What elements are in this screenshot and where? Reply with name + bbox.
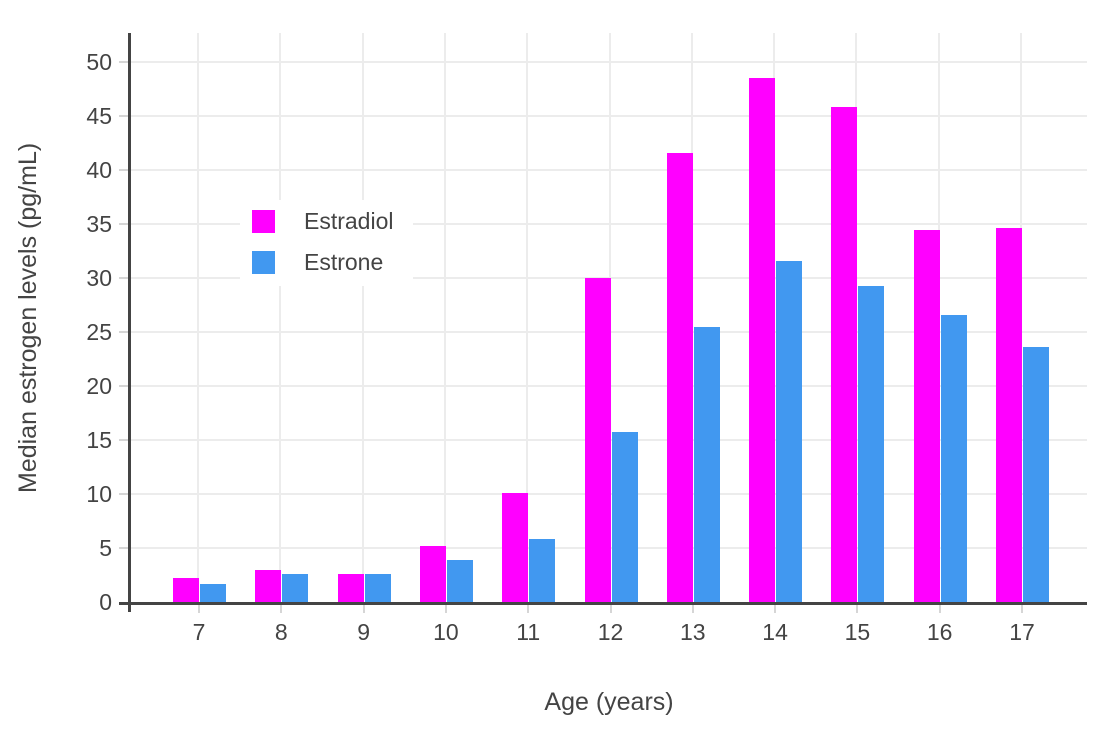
- bar-estrone-11: [529, 539, 556, 602]
- bar-estrone-17: [1023, 347, 1049, 602]
- bar-estrone-9: [364, 574, 391, 602]
- gridline-x: [526, 33, 529, 602]
- bar-estrone-14: [776, 261, 803, 602]
- x-tick: [609, 605, 612, 613]
- y-tick-label: 40: [86, 157, 112, 184]
- x-tick-label: 12: [597, 619, 624, 645]
- y-tick-label: 5: [99, 535, 112, 561]
- bar-estrone-8: [282, 574, 309, 602]
- x-tick: [444, 605, 447, 613]
- legend-label-estradiol: Estradiol: [304, 208, 394, 234]
- x-tick-label: 16: [926, 619, 953, 645]
- bar-estrone-13: [693, 327, 720, 602]
- x-tick-label: 7: [192, 619, 206, 645]
- bar-estradiol-15: [831, 107, 858, 602]
- x-tick: [774, 605, 777, 613]
- y-tick-label: 0: [99, 589, 112, 615]
- bar-estradiol-12: [584, 278, 611, 602]
- legend-item-estradiol[interactable]: Estradiol: [252, 208, 393, 235]
- x-tick: [198, 605, 200, 613]
- y-tick: [119, 115, 128, 118]
- bar-estradiol-8: [255, 570, 282, 602]
- x-axis-line: [119, 602, 1087, 605]
- y-tick: [119, 331, 128, 334]
- legend: Estradiol Estrone: [240, 200, 414, 286]
- x-tick: [691, 605, 694, 613]
- y-tick-label: 45: [86, 103, 112, 130]
- legend-swatch-estradiol: [252, 210, 275, 233]
- bar-estradiol-17: [996, 228, 1022, 602]
- y-tick: [119, 277, 128, 280]
- bar-estradiol-14: [749, 78, 776, 602]
- gridline-x: [443, 33, 446, 602]
- y-tick-label: 20: [86, 373, 112, 400]
- x-tick: [1021, 605, 1023, 613]
- legend-label-estrone: Estrone: [304, 249, 384, 275]
- gridline-x: [361, 33, 364, 602]
- x-tick: [280, 605, 283, 613]
- y-tick-label: 25: [86, 319, 112, 346]
- y-tick: [119, 547, 128, 549]
- bar-estradiol-11: [502, 493, 529, 602]
- x-tick: [856, 605, 859, 613]
- x-tick-label: 8: [274, 619, 288, 645]
- x-tick-label: 11: [516, 619, 541, 645]
- bar-estrone-7: [200, 584, 226, 602]
- bar-estradiol-10: [419, 546, 446, 602]
- y-axis-line: [128, 33, 131, 612]
- y-tick-label: 15: [86, 427, 112, 454]
- bar-estradiol-13: [666, 153, 693, 602]
- bar-estradiol-16: [913, 230, 940, 602]
- y-tick: [119, 61, 128, 64]
- bar-estrone-16: [940, 315, 967, 602]
- legend-item-estrone[interactable]: Estrone: [252, 249, 393, 276]
- gridline-x: [279, 33, 282, 602]
- x-tick: [362, 605, 365, 613]
- bar-estradiol-7: [173, 578, 199, 602]
- y-tick-label: 30: [86, 265, 112, 292]
- x-tick: [938, 605, 941, 613]
- bar-estrone-12: [611, 432, 638, 602]
- y-tick-label: 10: [86, 481, 112, 508]
- x-tick-label: 9: [357, 619, 370, 645]
- y-tick: [119, 493, 128, 496]
- y-tick-label: 35: [86, 211, 112, 238]
- x-axis-title: Age (years): [544, 688, 674, 716]
- bar-estrone-10: [446, 560, 473, 602]
- y-tick: [119, 169, 128, 172]
- y-tick-label: 50: [86, 49, 112, 76]
- gridline-x: [197, 33, 199, 602]
- y-tick: [119, 385, 128, 388]
- x-tick-label: 13: [680, 619, 706, 645]
- y-tick: [119, 223, 128, 226]
- x-tick-label: 14: [762, 619, 788, 645]
- x-tick-label: 10: [433, 619, 459, 645]
- plot-area: [131, 33, 1087, 602]
- bar-estrone-15: [858, 286, 885, 602]
- bar-estradiol-9: [337, 574, 364, 602]
- y-tick: [119, 439, 128, 442]
- x-tick: [527, 605, 530, 613]
- x-tick-label: 17: [1009, 619, 1035, 645]
- x-tick-label: 15: [844, 619, 871, 645]
- legend-swatch-estrone: [252, 251, 275, 274]
